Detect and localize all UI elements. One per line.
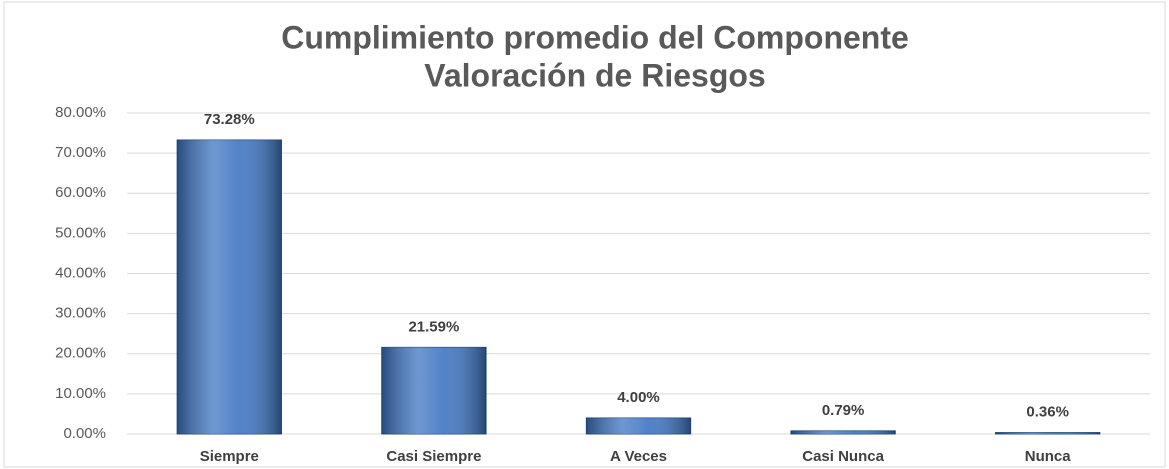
data-label: 4.00%	[617, 389, 660, 406]
x-tick-label: Nunca	[1025, 448, 1072, 465]
bar-shading	[995, 432, 1100, 434]
y-tick-label: 30.00%	[55, 305, 106, 322]
bar-shading	[586, 417, 691, 434]
x-tick-label: Casi Siempre	[386, 448, 481, 465]
bar-shading	[177, 139, 282, 435]
bar-shading	[381, 347, 487, 434]
y-tick-label: 40.00%	[55, 264, 106, 281]
x-tick-label: Siempre	[200, 448, 259, 465]
y-tick-label: 60.00%	[55, 184, 106, 201]
y-tick-label: 80.00%	[55, 104, 106, 121]
y-tick-label: 0.00%	[63, 425, 106, 442]
x-tick-label: A Veces	[610, 448, 667, 465]
data-label: 73.28%	[204, 111, 255, 128]
y-tick-label: 20.00%	[55, 345, 106, 362]
data-label: 21.59%	[408, 318, 459, 335]
y-tick-label: 10.00%	[55, 385, 106, 402]
x-tick-label: Casi Nunca	[802, 448, 884, 465]
bar-shading	[790, 430, 896, 434]
y-tick-label: 50.00%	[55, 224, 106, 241]
chart-title: Valoración de Riesgos	[424, 57, 765, 93]
data-label: 0.36%	[1026, 404, 1069, 421]
data-label: 0.79%	[822, 402, 865, 419]
chart-title: Cumplimiento promedio del Componente	[281, 19, 909, 55]
y-tick-label: 70.00%	[55, 144, 106, 161]
